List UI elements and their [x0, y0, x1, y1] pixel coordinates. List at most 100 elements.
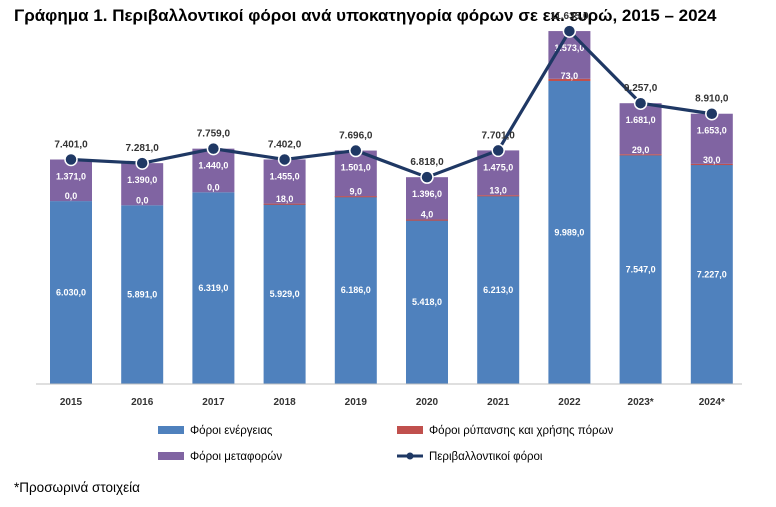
legend-label-energy: Φόροι ενέργειας [190, 425, 273, 437]
data-label-total: 7.759,0 [197, 129, 231, 140]
bar-energy [477, 195, 520, 384]
data-label-transport: 1.371,0 [56, 172, 86, 182]
data-label-pollution: 0,0 [207, 182, 220, 192]
legend-swatch-pollution [397, 426, 423, 434]
bar-pollution [406, 219, 448, 221]
data-label-total: 11.635,0 [550, 11, 589, 22]
legend-item-transport: Φόροι μεταφορών [158, 451, 282, 463]
data-label-energy: 6.186,0 [341, 285, 371, 295]
data-label-energy: 6.319,0 [198, 283, 228, 293]
total-point [349, 143, 363, 158]
x-tick-label: 2015 [60, 397, 83, 408]
bar-pollution [690, 163, 733, 166]
bar-transport [50, 159, 92, 202]
x-tick-label: 2020 [416, 397, 439, 408]
data-label-energy: 7.547,0 [626, 265, 656, 275]
bar-energy [50, 201, 92, 384]
total-line-layer: 7.401,0 7.281,0 7.759,0 7.402,0 7.696,0 6.818… [54, 11, 729, 184]
data-label-pollution: 0,0 [65, 191, 78, 201]
data-label-energy: 5.418,0 [412, 297, 442, 307]
data-label-transport: 1.396,0 [412, 189, 442, 199]
total-point [64, 152, 78, 167]
bar-energy [121, 205, 164, 384]
total-point [135, 156, 149, 170]
data-label-pollution: 29,0 [632, 145, 650, 155]
data-label-transport: 1.390,0 [127, 175, 157, 185]
bar-transport [690, 113, 733, 164]
legend-item-pollution: Φόροι ρύπανσης και χρήσης πόρων [397, 425, 614, 437]
data-label-transport: 1.573,0 [554, 43, 584, 53]
bar-transport [406, 177, 448, 220]
total-point [705, 106, 719, 121]
data-label-energy: 9.989,0 [554, 228, 584, 238]
legend-label-transport: Φόροι μεταφορών [190, 451, 282, 463]
data-label-transport: 1.440,0 [198, 161, 228, 171]
data-label-pollution: 4,0 [421, 210, 434, 220]
bar-energy [690, 164, 733, 384]
chart-title: Γράφημα 1. Περιβαλλοντικοί φόροι ανά υπο… [14, 6, 717, 25]
bar-pollution [334, 196, 377, 198]
bar-pollution [477, 195, 520, 197]
data-label-transport: 1.455,0 [270, 171, 300, 181]
x-tick-label: 2016 [131, 397, 154, 408]
x-tick-label: 2019 [345, 397, 368, 408]
data-label-transport: 1.681,0 [626, 115, 656, 125]
x-tick-label: 2024* [699, 397, 725, 408]
data-label-total: 7.281,0 [126, 143, 160, 154]
x-tick-label: 2018 [273, 397, 296, 408]
legend-swatch-energy [158, 426, 184, 434]
bar-energy [406, 219, 448, 384]
bar-energy [263, 204, 306, 384]
bar-energy [619, 155, 662, 384]
bar-transport [334, 150, 377, 197]
total-point [206, 141, 221, 156]
legend-label-pollution: Φόροι ρύπανσης και χρήσης πόρων [429, 425, 614, 437]
data-label-pollution: 0,0 [136, 195, 149, 205]
legend-label-total: Περιβαλλοντικοί φόροι [429, 451, 543, 463]
x-tick-label: 2022 [558, 397, 581, 408]
data-label-pollution: 73,0 [561, 71, 579, 81]
data-label-energy: 6.213,0 [483, 285, 513, 295]
bar-transport [263, 159, 306, 204]
bar-energy [548, 81, 591, 384]
data-label-total: 6.818,0 [410, 157, 444, 168]
total-point [562, 24, 577, 38]
data-label-pollution: 9,0 [350, 186, 363, 196]
legend-swatch-total-dot [406, 452, 414, 460]
data-label-pollution: 13,0 [489, 186, 507, 196]
legend: Φόροι ενέργειας Φόροι ρύπανσης και χρήση… [158, 425, 614, 463]
bar-transport [192, 148, 235, 193]
chart: 6.030,0 0,0 1.371,0 5.891,0 0,0 1.390,0 6.319,… [36, 11, 742, 463]
total-line [70, 29, 713, 179]
data-label-total: 8.910,0 [695, 94, 729, 105]
data-label-pollution: 18,0 [276, 194, 294, 204]
bar-pollution [619, 154, 662, 156]
data-label-total: 7.402,0 [268, 139, 302, 150]
data-label-energy: 6.030,0 [56, 288, 86, 298]
data-label-pollution: 30,0 [703, 155, 721, 165]
total-point [277, 152, 292, 167]
data-label-transport: 1.475,0 [483, 162, 513, 172]
footnote: *Προσωρινά στοιχεία [14, 480, 140, 495]
legend-swatch-transport [158, 452, 184, 460]
data-label-transport: 1.501,0 [341, 163, 371, 173]
total-point [633, 96, 648, 110]
data-label-total: 7.401,0 [54, 140, 88, 151]
legend-item-energy: Φόροι ενέργειας [158, 425, 273, 437]
data-label-total: 9.257,0 [624, 83, 658, 94]
legend-item-total: Περιβαλλοντικοί φόροι [397, 451, 543, 463]
bar-transport [619, 103, 662, 155]
x-tick-label: 2021 [487, 397, 510, 408]
bar-energy [192, 192, 235, 384]
x-tick-label: 2023* [628, 397, 654, 408]
data-label-total: 7.696,0 [339, 131, 373, 142]
data-label-total: 7.701,0 [482, 130, 516, 141]
bar-pollution [263, 203, 306, 205]
bar-pollution [548, 78, 591, 82]
total-point [420, 170, 434, 184]
bar-energy [334, 196, 377, 384]
bars-layer: 6.030,0 0,0 1.371,0 5.891,0 0,0 1.390,0 6.319,… [50, 31, 733, 384]
bar-transport [477, 150, 520, 196]
data-label-transport: 1.653,0 [697, 126, 727, 136]
total-point [491, 143, 505, 158]
